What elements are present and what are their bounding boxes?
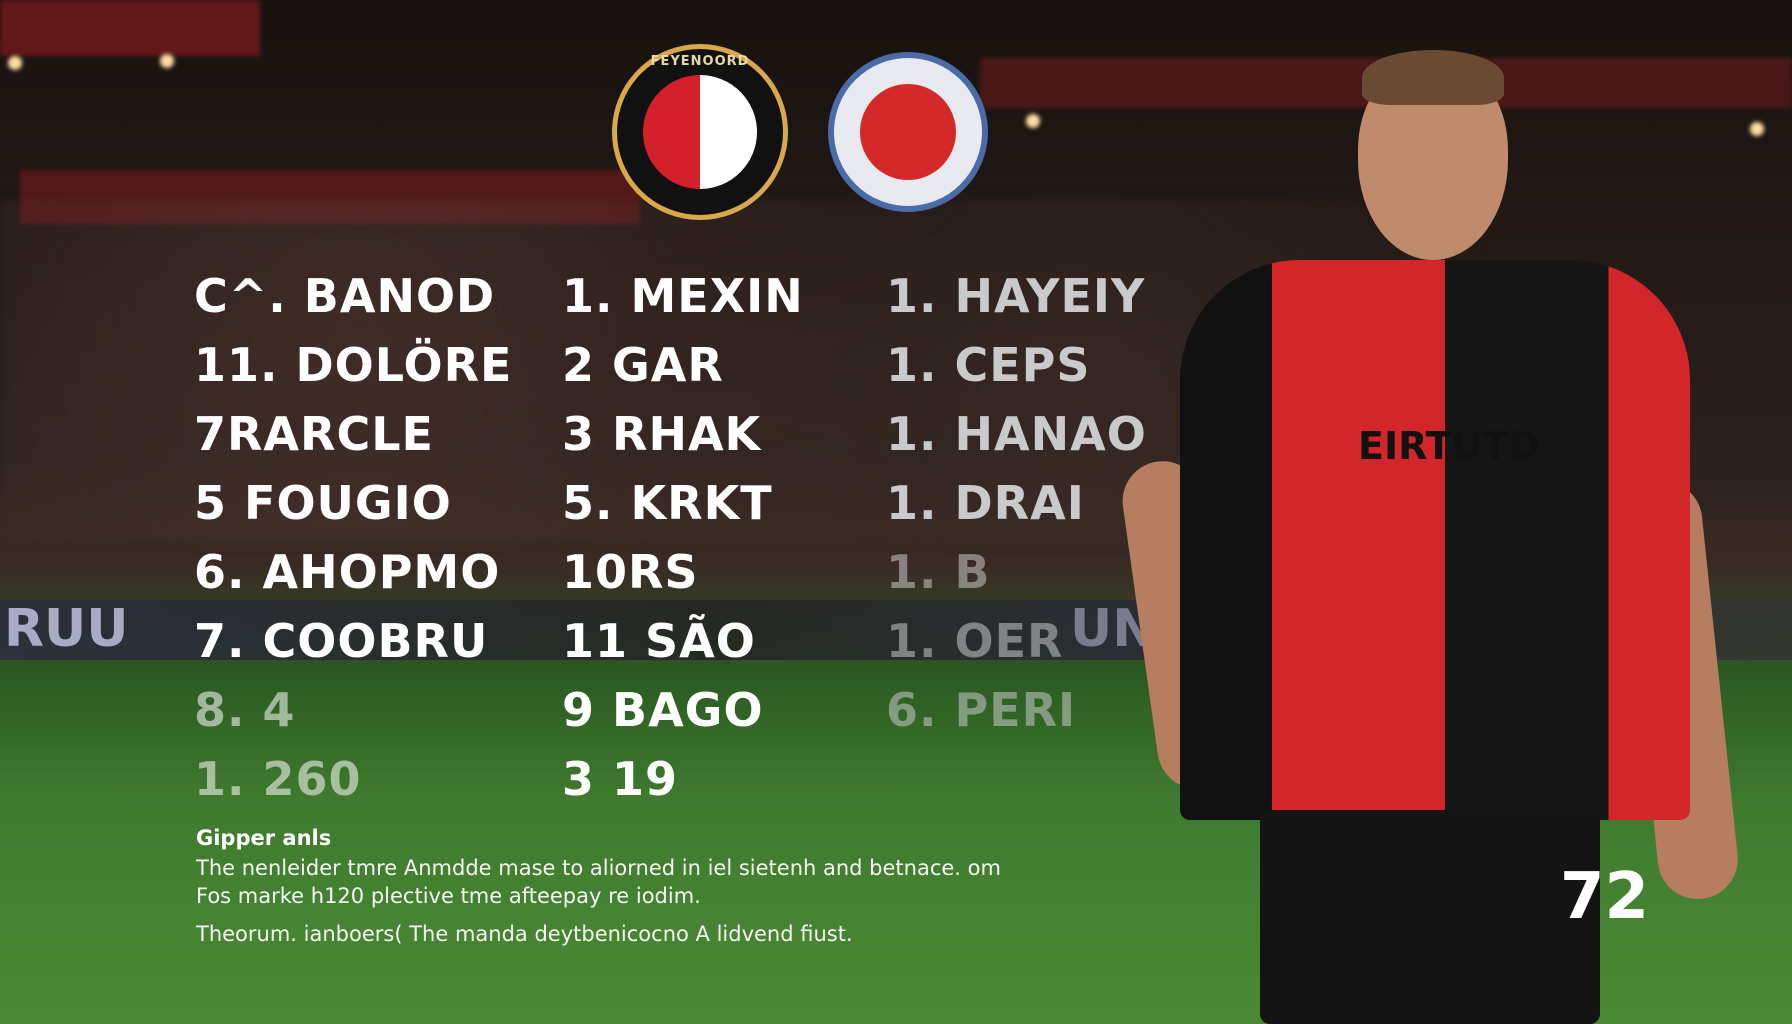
player-entry: 1. DRAI bbox=[886, 476, 1085, 530]
notes-block: Gipper anls The nenleider tmre Anmdde ma… bbox=[196, 826, 1001, 948]
home-club-badge: FEYENOORD bbox=[612, 44, 788, 220]
player-entry: 1. HANAO bbox=[886, 407, 1147, 461]
player-entry: 1. OER bbox=[886, 614, 1064, 668]
notes-line: Theorum. ianboers( The manda deytbenicoc… bbox=[196, 922, 853, 946]
player-entry: 1. CEPS bbox=[886, 338, 1091, 392]
player-entry: 1. 260 bbox=[194, 752, 362, 806]
player-entry: 10RS bbox=[562, 545, 699, 599]
player-shirt bbox=[1180, 260, 1690, 820]
player-entry: 5 FOUGIO bbox=[194, 476, 452, 530]
floodlight bbox=[1750, 122, 1764, 136]
player-entry: 9 BAGO bbox=[562, 683, 764, 737]
lineup-column-2: 1. MEXIN 2 GAR 3 RHAK 5. KRKT 10RS 11 SÃ… bbox=[562, 268, 804, 820]
player-entry: 3 RHAK bbox=[562, 407, 762, 461]
player-entry: 11. DOLÖRE bbox=[194, 338, 513, 392]
player-entry: 3 19 bbox=[562, 752, 679, 806]
shirt-sponsor: EIRTUTD bbox=[1358, 424, 1540, 468]
player-entry: 7RARCLE bbox=[194, 407, 434, 461]
player-entry: 2 GAR bbox=[562, 338, 724, 392]
floodlight bbox=[8, 56, 22, 70]
home-badge-text: FEYENOORD bbox=[650, 54, 750, 69]
lineup-column-3: 1. HAYEIY 1. CEPS 1. HANAO 1. DRAI 1. B … bbox=[886, 268, 1147, 751]
notes-heading: Gipper anls bbox=[196, 826, 332, 850]
notes-line: Fos marke h120 plective tme afteepay re … bbox=[196, 884, 701, 908]
player-entry: 6. PERI bbox=[886, 683, 1077, 737]
player-entry: 1. B bbox=[886, 545, 991, 599]
player-entry: 1. MEXIN bbox=[562, 269, 804, 323]
player-entry: 1. HAYEIY bbox=[886, 269, 1146, 323]
player-entry: 8. 4 bbox=[194, 683, 296, 737]
featured-player: EIRTUTD 72 bbox=[1117, 40, 1760, 1024]
player-hair bbox=[1362, 50, 1504, 105]
player-entry: C^. BANOD bbox=[194, 269, 496, 323]
player-entry: 7. COOBRU bbox=[194, 614, 489, 668]
player-entry: 6. AHOPMO bbox=[194, 545, 501, 599]
notes-line: The nenleider tmre Anmdde mase to aliorn… bbox=[196, 856, 1001, 880]
shorts-number: 72 bbox=[1560, 860, 1650, 934]
player-entry: 11 SÃO bbox=[562, 614, 756, 668]
floodlight bbox=[160, 54, 174, 68]
away-club-badge bbox=[828, 52, 988, 212]
ad-text-left: RUU bbox=[4, 599, 129, 659]
player-shorts bbox=[1260, 810, 1600, 1024]
stadium-banner bbox=[0, 0, 260, 56]
lineup-column-1: C^. BANOD 11. DOLÖRE 7RARCLE 5 FOUGIO 6.… bbox=[194, 268, 512, 820]
player-entry: 5. KRKT bbox=[562, 476, 773, 530]
floodlight bbox=[1026, 114, 1040, 128]
